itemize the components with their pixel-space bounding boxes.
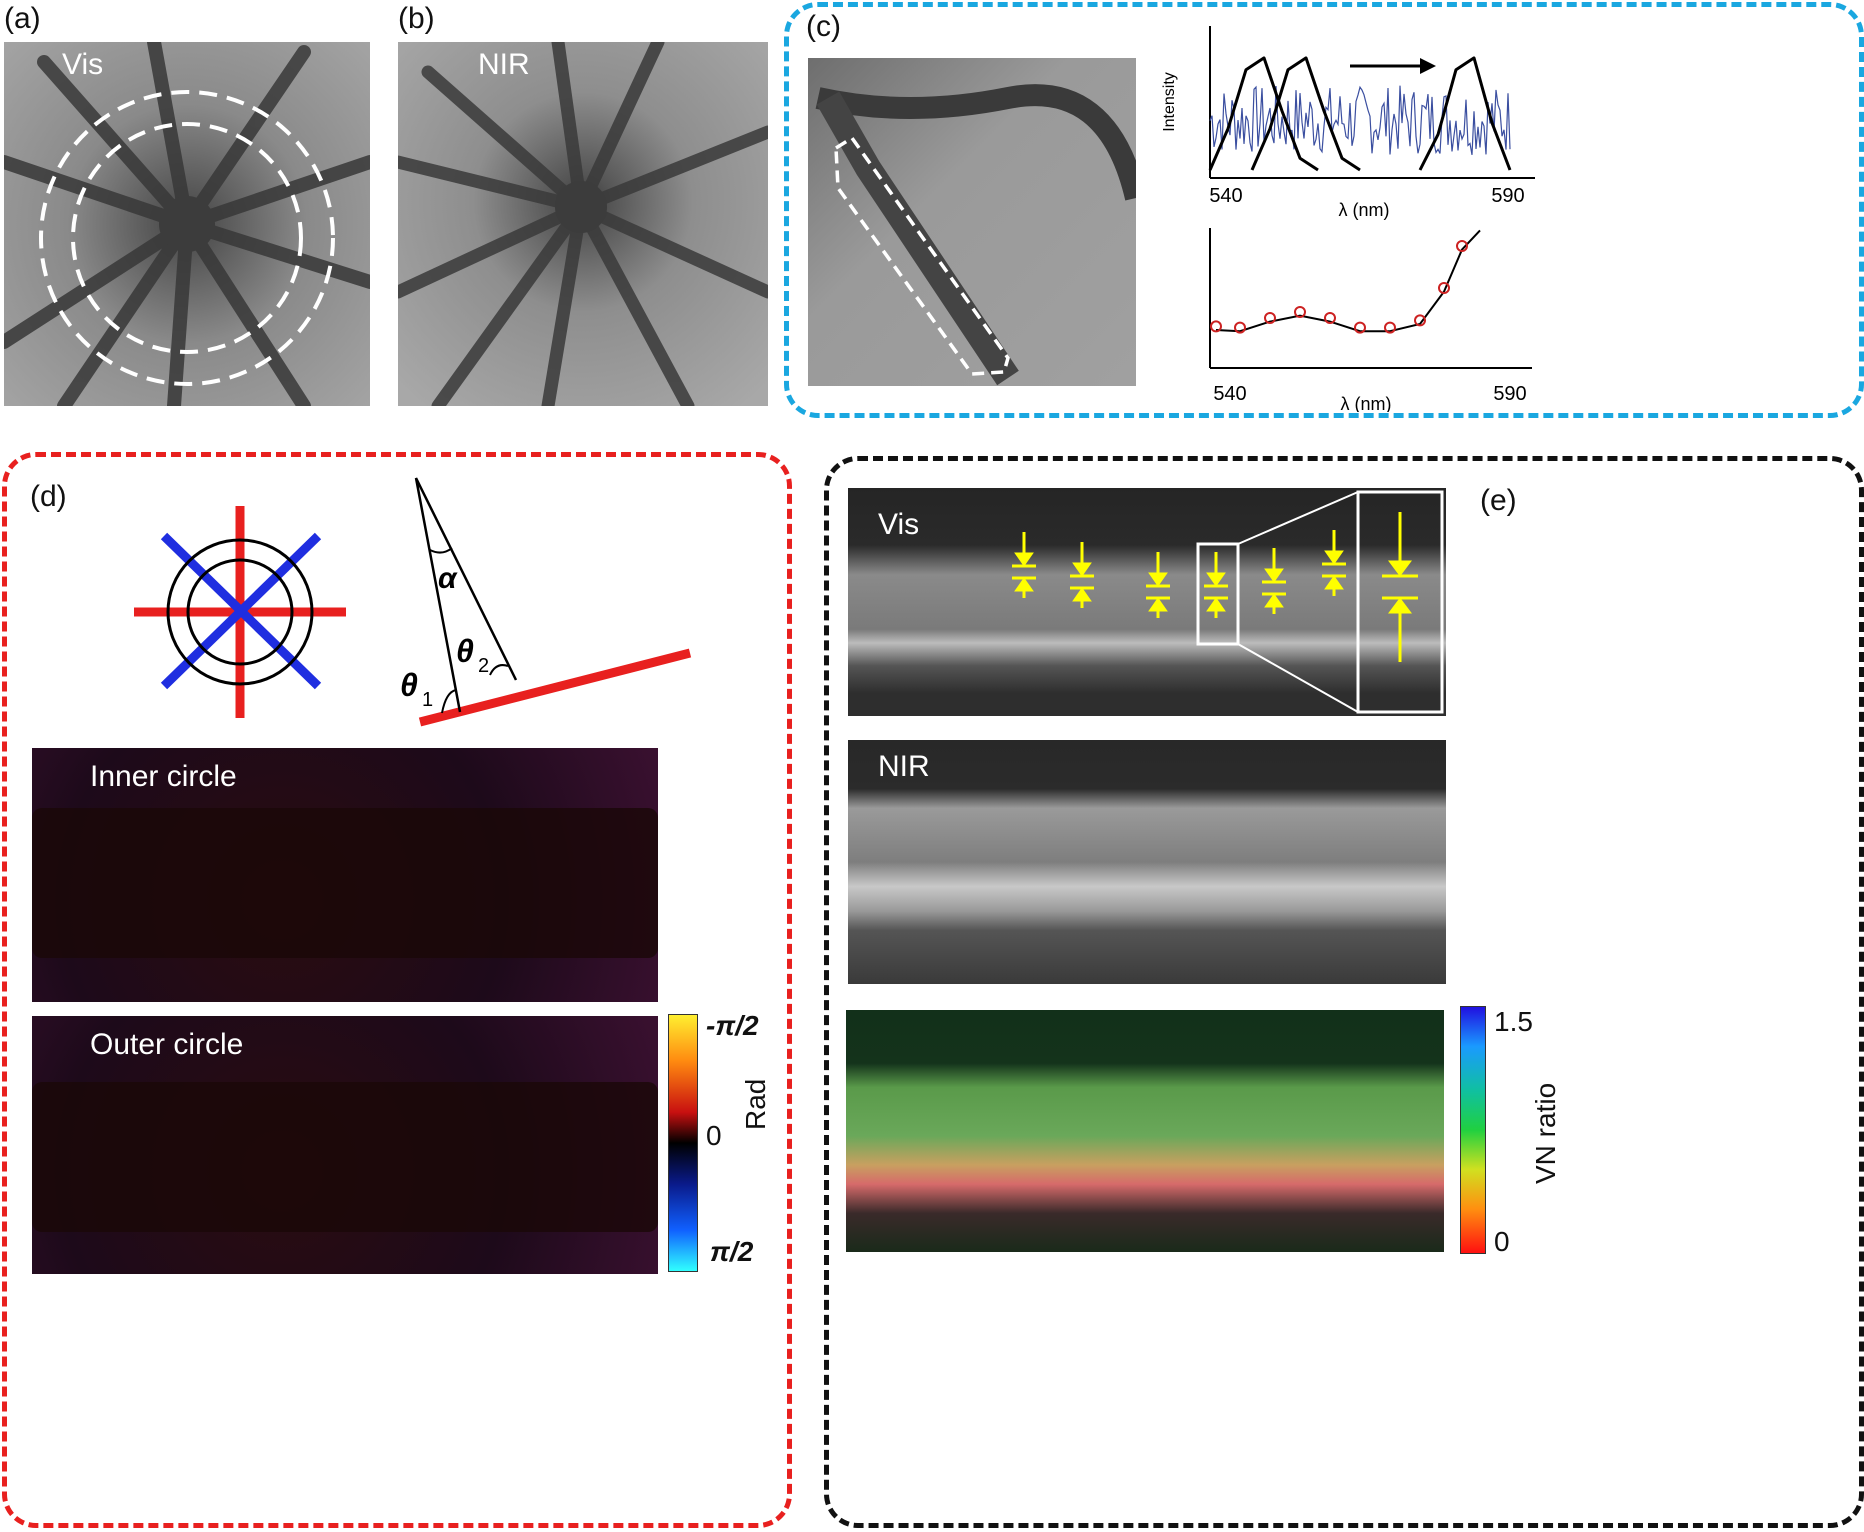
vn-colorbar-title: VN ratio — [1530, 1082, 1561, 1184]
rad-colorbar — [668, 1014, 698, 1272]
panel-c-frame — [784, 2, 1864, 418]
nir-oct-label: NIR — [878, 750, 930, 783]
fit-xtick-590: 590 — [1493, 383, 1526, 405]
spectrum-ylabel: Intensity — [1161, 72, 1178, 132]
fit-xtick-540: 540 — [1213, 383, 1246, 405]
spectrum-gaussian-1 — [1208, 56, 1319, 172]
vn-colorbar — [1460, 1006, 1486, 1254]
inner-circle-label: Inner circle — [90, 760, 237, 793]
theta1-arc — [441, 689, 457, 714]
thickness-markers — [1012, 512, 1418, 662]
spectrum-xlabel: λ (nm) — [1339, 200, 1390, 220]
vis-oct-image: Vis — [848, 488, 1446, 716]
fit-curve — [1215, 229, 1481, 333]
panel-b-label: (b) — [398, 2, 435, 35]
fit-point — [1210, 320, 1222, 333]
vessel-bar — [418, 648, 692, 727]
theta2-subscript: 2 — [478, 655, 489, 677]
vis-oct-overlay — [1012, 490, 1444, 714]
panel-a-label: (a) — [4, 2, 41, 35]
spectrum-plot: Intensity 540 590 λ (nm) — [1161, 26, 1535, 220]
fit-point — [1294, 306, 1306, 318]
inner-scan-circle — [186, 558, 294, 666]
panel-c-overlay — [815, 84, 1136, 386]
panel-d-label: (d) — [30, 480, 67, 513]
inner-dark-band — [32, 808, 658, 958]
outer-circle-label: Outer circle — [90, 1028, 244, 1061]
spectrum-noise-series — [1209, 85, 1511, 156]
nir-oct-image: NIR — [848, 740, 1446, 984]
zoom-line-bottom — [1237, 643, 1359, 713]
vis-oct-label: Vis — [878, 508, 920, 541]
theta1-subscript: 1 — [422, 689, 433, 711]
panel-b-image-label: NIR — [478, 48, 530, 81]
rad-colorbar-mid: 0 — [706, 1120, 722, 1151]
theta1-label: θ — [400, 667, 418, 703]
shift-arrow-head — [1420, 58, 1436, 74]
zoom-inset-box — [1356, 490, 1444, 714]
fit-point — [1384, 321, 1396, 334]
panel-a-overlay — [4, 42, 370, 406]
alpha-arc — [429, 547, 453, 554]
theta2-label: θ — [456, 633, 474, 669]
beam-triangle — [414, 477, 518, 713]
zoom-source-box — [1196, 542, 1240, 646]
panel-a-image-label: Vis — [62, 48, 104, 81]
zoom-line-top — [1237, 491, 1359, 545]
angle-diagram: α θ 1 θ 2 — [400, 477, 692, 727]
panel-d-frame — [2, 452, 792, 1528]
spectrum-gaussian-series — [1208, 56, 1512, 172]
panel-c-vessel-image — [808, 58, 1136, 386]
fit-points — [1210, 240, 1468, 334]
outer-circle-phase-image: Outer circle — [32, 1016, 658, 1274]
spectrum-gaussian-2 — [1250, 56, 1361, 172]
panel-e-frame — [824, 456, 1864, 1528]
fit-plot: 540 590 λ (nm) — [1209, 228, 1532, 412]
spectrum-gaussian-3 — [1418, 56, 1512, 171]
fit-point — [1456, 240, 1468, 252]
rad-colorbar-bottom: π/2 — [710, 1236, 754, 1267]
fit-point — [1438, 282, 1450, 294]
rad-colorbar-top: -π/2 — [706, 1010, 759, 1041]
scan-pattern-diagram — [134, 506, 346, 718]
alpha-label: α — [438, 562, 458, 595]
spectrum-xtick-540: 540 — [1209, 185, 1242, 207]
panel-b-overlay — [398, 42, 768, 406]
fit-xlabel: λ (nm) — [1341, 394, 1392, 412]
outer-dark-band — [32, 1082, 658, 1232]
outer-scan-circle — [166, 538, 314, 686]
fit-point — [1264, 312, 1276, 324]
spectrum-xtick-590: 590 — [1491, 185, 1524, 207]
panel-e-label: (e) — [1480, 484, 1517, 517]
panel-a-fundus-image: Vis — [4, 42, 370, 406]
inner-circle-phase-image: Inner circle — [32, 748, 658, 1002]
theta2-arc — [489, 664, 509, 676]
fit-point — [1414, 314, 1426, 327]
panel-b-fundus-image: NIR — [398, 42, 768, 406]
panel-c-label: (c) — [806, 10, 841, 43]
fit-point — [1354, 321, 1366, 334]
rad-colorbar-title: Rad — [740, 1078, 771, 1130]
spectrum-noise-line — [1209, 85, 1511, 156]
fit-point — [1234, 321, 1246, 334]
vn-colorbar-top: 1.5 — [1494, 1006, 1533, 1037]
fit-point — [1324, 312, 1336, 324]
vn-ratio-image — [846, 1010, 1444, 1252]
vn-colorbar-bottom: 0 — [1494, 1226, 1510, 1257]
